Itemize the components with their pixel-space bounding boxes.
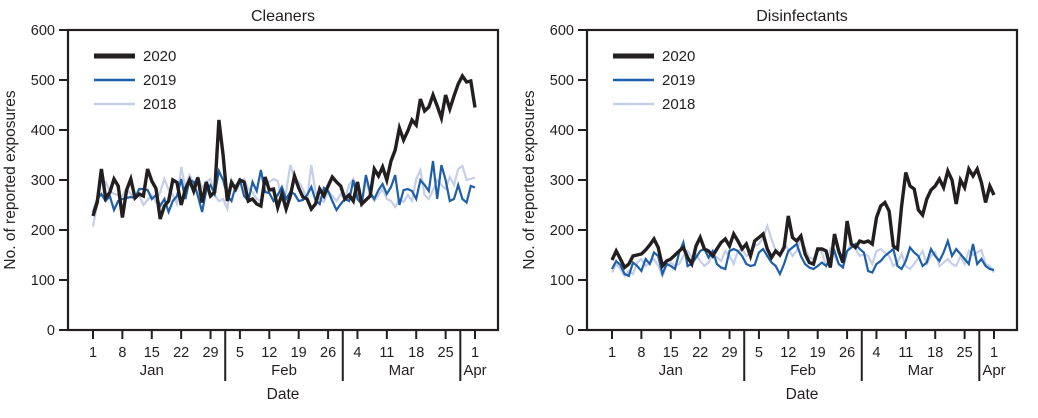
legend-label-2018: 2018 [143, 96, 176, 113]
x-tick-label: 1 [608, 345, 616, 361]
legend-label-2018: 2018 [662, 96, 695, 113]
x-tick-label: 22 [173, 345, 189, 361]
y-tick-label: 200 [550, 223, 574, 239]
x-tick-label: 11 [898, 345, 913, 361]
x-tick-label: 5 [755, 345, 763, 361]
month-label: Feb [271, 362, 297, 379]
month-label: Feb [790, 362, 816, 379]
y-axis-label: No. of reported exposures [521, 90, 538, 269]
y-tick-label: 100 [31, 273, 55, 289]
month-label: Apr [463, 362, 486, 379]
x-axis-label: Date [267, 386, 300, 403]
legend-label-2019: 2019 [662, 72, 695, 89]
month-label: Jan [140, 362, 164, 379]
y-tick-label: 500 [550, 73, 574, 89]
x-tick-label: 26 [839, 345, 855, 361]
x-tick-label: 26 [320, 345, 336, 361]
y-tick-label: 300 [550, 173, 574, 189]
y-tick-label: 600 [31, 23, 55, 39]
y-tick-label: 100 [550, 273, 574, 289]
x-tick-label: 15 [663, 345, 679, 361]
legend-label-2019: 2019 [143, 72, 176, 89]
disinfectants-panel: 0 100 200 300 400 500 600 1 8 15 22 29 5 12 19 26 4 11 18 2… [519, 0, 1038, 413]
x-tick-label: 25 [438, 345, 454, 361]
y-axis-label: No. of reported exposures [2, 90, 19, 269]
x-tick-label: 8 [118, 345, 126, 361]
x-tick-label: 1 [471, 345, 479, 361]
x-axis-label: Date [786, 386, 819, 403]
x-tick-label: 12 [780, 345, 796, 361]
x-tick-label: 25 [957, 345, 973, 361]
series-line-2020 [91, 72, 477, 220]
y-tick-label: 300 [31, 173, 55, 189]
y-tick-label: 400 [31, 123, 55, 139]
x-tick-label: 4 [872, 345, 880, 361]
legend-label-2020: 2020 [662, 48, 695, 65]
month-label: Jan [659, 362, 683, 379]
x-tick-label: 8 [637, 345, 645, 361]
x-tick-label: 29 [202, 345, 218, 361]
chart-title: Disinfectants [756, 8, 848, 25]
x-tick-label: 19 [810, 345, 826, 361]
x-tick-label: 29 [721, 345, 737, 361]
legend-label-2020: 2020 [143, 48, 176, 65]
y-tick-label: 600 [550, 23, 574, 39]
y-tick-label: 400 [550, 123, 574, 139]
month-label: Mar [908, 362, 934, 379]
y-tick-label: 500 [31, 73, 55, 89]
x-tick-label: 19 [291, 345, 307, 361]
chart-title: Cleaners [251, 8, 315, 25]
series-line-2020 [610, 164, 996, 271]
x-tick-label: 5 [236, 345, 244, 361]
y-tick-label: 0 [566, 323, 574, 339]
x-tick-label: 15 [144, 345, 160, 361]
x-tick-label: 18 [927, 345, 943, 361]
y-tick-label: 0 [47, 323, 55, 339]
cleaners-panel: 0 100 200 300 400 500 600 1 8 15 22 29 5 12 19 26 4 11 18 2… [0, 0, 519, 413]
x-tick-label: 1 [990, 345, 998, 361]
series-line-2019 [611, 237, 995, 278]
y-tick-label: 200 [31, 223, 55, 239]
x-tick-label: 4 [353, 345, 361, 361]
x-tick-label: 22 [692, 345, 708, 361]
x-tick-label: 11 [379, 345, 394, 361]
x-tick-label: 1 [89, 345, 97, 361]
x-tick-label: 12 [261, 345, 277, 361]
month-label: Mar [389, 362, 415, 379]
month-label: Apr [982, 362, 1005, 379]
x-tick-label: 18 [408, 345, 424, 361]
